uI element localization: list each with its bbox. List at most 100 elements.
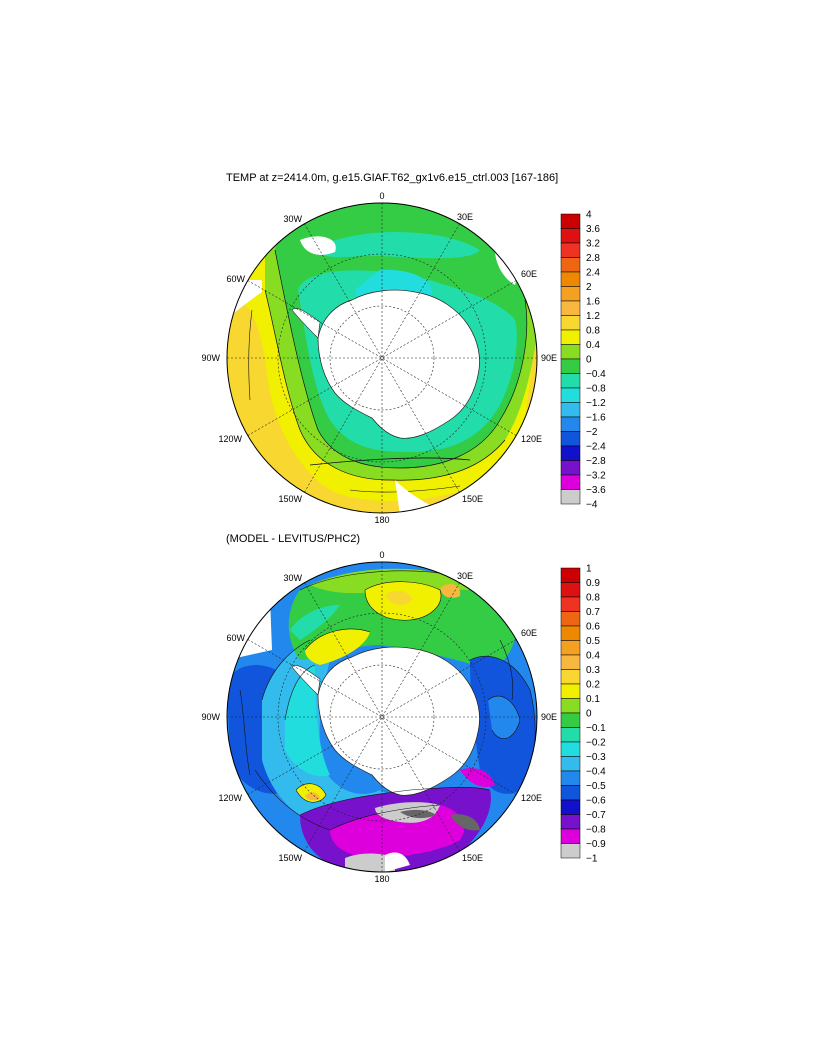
- colorbar-label: −2: [586, 427, 598, 438]
- colorbar-label: −0.1: [586, 723, 606, 734]
- colorbar-swatch: [560, 344, 581, 360]
- lon-label-30w: 30W: [283, 573, 302, 583]
- lon-label-180: 180: [374, 515, 389, 525]
- colorbar-label: −1.2: [586, 398, 606, 409]
- lon-label-30e: 30E: [457, 571, 473, 581]
- colorbar-label: 0: [586, 709, 592, 720]
- lon-label-90w: 90W: [201, 712, 220, 722]
- colorbar-label: −0.6: [586, 796, 606, 807]
- lon-label-30e: 30E: [457, 212, 473, 222]
- colorbar-swatch: [560, 257, 581, 273]
- colorbar-swatch: [560, 712, 581, 728]
- lon-label-150e: 150E: [462, 853, 483, 863]
- colorbar-label: −3.6: [586, 485, 606, 496]
- colorbar-swatch: [560, 402, 581, 418]
- lon-label-60e: 60E: [521, 269, 537, 279]
- colorbar-swatch: [560, 431, 581, 447]
- colorbar-label: 2.8: [586, 253, 600, 264]
- lon-label-90e: 90E: [541, 712, 557, 722]
- colorbar-swatch: [560, 582, 581, 598]
- colorbar-swatch: [560, 741, 581, 757]
- colorbar-label: 0.7: [586, 607, 600, 618]
- lon-label-120e: 120E: [521, 434, 542, 444]
- lon-label-90e: 90E: [541, 353, 557, 363]
- colorbar-label: 0.2: [586, 680, 600, 691]
- colorbar-label: −2.4: [586, 442, 606, 453]
- colorbar-label: −0.3: [586, 752, 606, 763]
- colorbar-swatch: [560, 242, 581, 258]
- colorbar-swatch: [560, 828, 581, 844]
- panel1-map: 0 30E 60E 90E 120E 150E 180 150W 120W 90…: [201, 191, 557, 525]
- colorbar-swatch: [560, 358, 581, 374]
- colorbar-swatch: [560, 611, 581, 627]
- colorbar-label: −3.2: [586, 471, 606, 482]
- colorbar-label: 0.3: [586, 665, 600, 676]
- colorbar-swatch: [560, 669, 581, 685]
- lon-label-120w: 120W: [218, 434, 242, 444]
- lon-label-180: 180: [374, 874, 389, 884]
- colorbar-label: −1.6: [586, 413, 606, 424]
- colorbar-swatch: [560, 460, 581, 476]
- lon-label-150w: 150W: [278, 494, 302, 504]
- colorbar-swatch: [560, 727, 581, 743]
- colorbar-swatch: [560, 596, 581, 612]
- panel1-colorbar: 4 3.6 3.2 2.8 2.4 2 1.6 1.2 0.8 0.4 0 −0.4 −0.8 −1.2 −…: [560, 210, 606, 511]
- lon-label-120w: 120W: [218, 793, 242, 803]
- colorbar-label: −0.2: [586, 738, 606, 749]
- colorbar-swatch: [560, 654, 581, 670]
- colorbar-label: −2.8: [586, 456, 606, 467]
- panel1-title: TEMP at z=2414.0m, g.e15.GIAF.T62_gx1v6.…: [226, 172, 559, 184]
- lon-label-60e: 60E: [521, 628, 537, 638]
- colorbar-label: 1.2: [586, 311, 600, 322]
- colorbar-swatch: [560, 814, 581, 830]
- lon-label-150e: 150E: [462, 494, 483, 504]
- colorbar-label: 1.6: [586, 297, 600, 308]
- colorbar-label: −0.4: [586, 369, 606, 380]
- panel2-map: 0 30E 60E 90E 120E 150E 180 150W 120W 90…: [201, 550, 557, 884]
- colorbar-swatch: [560, 785, 581, 801]
- colorbar-label: −0.8: [586, 384, 606, 395]
- colorbar-label: 0: [586, 355, 592, 366]
- colorbar-swatch: [560, 315, 581, 331]
- colorbar-label: −0.5: [586, 781, 606, 792]
- colorbar-swatch: [560, 640, 581, 656]
- colorbar-label: −0.8: [586, 825, 606, 836]
- colorbar-label: 4: [586, 210, 592, 221]
- colorbar-swatch: [560, 756, 581, 772]
- colorbar-swatch: [560, 474, 581, 490]
- panel2-longitude-labels: 0 30E 60E 90E 120E 150E 180 150W 120W 90…: [201, 550, 557, 884]
- colorbar-label: −0.4: [586, 767, 606, 778]
- colorbar-label: 0.6: [586, 622, 600, 633]
- colorbar-swatch: [560, 698, 581, 714]
- colorbar-swatch: [560, 416, 581, 432]
- colorbar-swatch: [560, 271, 581, 287]
- colorbar-swatch: [560, 683, 581, 699]
- colorbar-swatch: [560, 770, 581, 786]
- colorbar-label: 0.5: [586, 636, 600, 647]
- colorbar-swatch: [560, 373, 581, 389]
- colorbar-swatch: [560, 329, 581, 345]
- colorbar-label: 0.1: [586, 694, 600, 705]
- colorbar-label: −0.7: [586, 810, 606, 821]
- colorbar-swatch: [560, 286, 581, 302]
- colorbar-label: 0.4: [586, 651, 600, 662]
- panel2-colorbar: 1 0.9 0.8 0.7 0.6 0.5 0.4 0.3 0.2 0.1 0 −0.1 −0.2 −0.…: [560, 564, 606, 865]
- colorbar-label: 0.4: [586, 340, 600, 351]
- colorbar-label: −0.9: [586, 839, 606, 850]
- panel2-title: (MODEL - LEVITUS/PHC2): [226, 533, 361, 545]
- colorbar-swatch: [560, 843, 581, 859]
- colorbar-swatch: [560, 799, 581, 815]
- panel1-longitude-labels: 0 30E 60E 90E 120E 150E 180 150W 120W 90…: [201, 191, 557, 525]
- colorbar-swatch: [560, 625, 581, 641]
- lon-label-0: 0: [379, 550, 384, 560]
- lon-label-150w: 150W: [278, 853, 302, 863]
- colorbar-swatch: [560, 213, 581, 229]
- colorbar-swatch: [560, 489, 581, 505]
- colorbar-swatch: [560, 445, 581, 461]
- lon-label-60w: 60W: [226, 633, 245, 643]
- colorbar-label: 0.8: [586, 593, 600, 604]
- lon-label-120e: 120E: [521, 793, 542, 803]
- colorbar-label: 0.9: [586, 578, 600, 589]
- colorbar-label: 3.6: [586, 224, 600, 235]
